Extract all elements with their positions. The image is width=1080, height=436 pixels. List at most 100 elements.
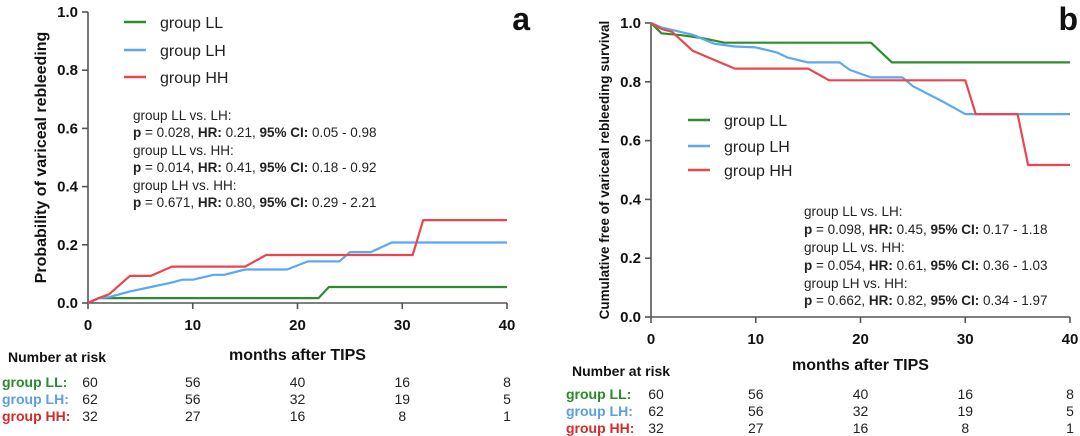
p-label: p — [804, 258, 812, 273]
risk-row-label-LH: group LH: — [566, 403, 633, 419]
hr-value: 0.21, — [222, 125, 260, 140]
x-axis-label: months after TIPS — [792, 357, 929, 374]
x-tick-label: 40 — [499, 317, 516, 334]
ci-label: 95% CI: — [930, 258, 979, 273]
ci-label: 95% CI: — [930, 293, 979, 308]
series-line-LH — [650, 21, 1070, 116]
legend-label-HH: group HH — [724, 163, 792, 180]
p-value: = 0.028, — [141, 125, 198, 140]
x-tick-label: 40 — [1062, 331, 1079, 348]
ci-value: 0.17 - 1.18 — [979, 222, 1047, 237]
risk-value: 27 — [748, 420, 764, 436]
comparison-label: group LL vs. HH: — [804, 240, 905, 255]
risk-value: 62 — [648, 403, 664, 419]
p-label: p — [133, 160, 141, 175]
chart-panel-b: 0.0 0.2 0.4 0.6 0.8 1.0 0 10 20 30 40 Cumulative fr… — [566, 1, 1078, 436]
risk-value: 40 — [853, 386, 869, 402]
risk-value: 56 — [748, 386, 764, 402]
p-value: = 0.054, — [812, 258, 869, 273]
y-tick-label: 0.8 — [57, 62, 78, 79]
risk-value: 62 — [82, 391, 98, 407]
p-value: = 0.014, — [141, 160, 198, 175]
p-label: p — [133, 195, 141, 210]
risk-value: 1 — [1066, 420, 1074, 436]
x-axis-label: months after TIPS — [229, 347, 366, 364]
comparison-stats: p = 0.014, HR: 0.41, 95% CI: 0.18 - 0.92 — [133, 160, 377, 175]
hr-label: HR: — [869, 222, 893, 237]
y-tick-label: 0.4 — [620, 191, 642, 208]
series-line-HH — [650, 22, 1070, 167]
risk-row-label-LL: group LL: — [2, 374, 67, 390]
risk-value: 8 — [1066, 386, 1074, 402]
risk-value: 56 — [748, 403, 764, 419]
comparison-stats: p = 0.054, HR: 0.61, 95% CI: 0.36 - 1.03 — [804, 258, 1048, 273]
comparison-stats: p = 0.662, HR: 0.82, 95% CI: 0.34 - 1.97 — [804, 293, 1048, 308]
series-line-LL — [87, 285, 507, 304]
hr-value: 0.82, — [893, 293, 931, 308]
y-tick-label: 1.0 — [620, 15, 641, 32]
risk-value: 16 — [290, 408, 306, 424]
ci-label: 95% CI: — [930, 222, 979, 237]
p-label: p — [804, 222, 812, 237]
risk-row-label-LH: group LH: — [2, 391, 69, 407]
hr-value: 0.80, — [222, 195, 260, 210]
risk-value: 8 — [398, 408, 406, 424]
x-tick-label: 30 — [394, 317, 411, 334]
risk-value: 56 — [185, 374, 201, 390]
risk-value: 16 — [394, 374, 410, 390]
legend-label-LH: group LH — [724, 139, 790, 156]
risk-value: 16 — [853, 420, 869, 436]
y-tick-label: 0.2 — [57, 237, 78, 254]
y-tick-label: 0.0 — [57, 295, 78, 312]
y-tick-label: 0.2 — [620, 250, 641, 267]
risk-value: 32 — [82, 408, 98, 424]
y-axis-label: Cumulative free of variceal rebleeding s… — [597, 21, 612, 320]
x-tick-label: 20 — [852, 331, 869, 348]
p-value: = 0.671, — [141, 195, 198, 210]
y-tick-label: 0.4 — [57, 179, 79, 196]
ci-value: 0.36 - 1.03 — [979, 258, 1047, 273]
risk-value: 32 — [290, 391, 306, 407]
comparison-stats: p = 0.098, HR: 0.45, 95% CI: 0.17 - 1.18 — [804, 222, 1048, 237]
legend-label-LL: group LL — [160, 15, 223, 32]
y-axis-label: Probability of variceal rebleeding — [33, 32, 50, 284]
ci-label: 95% CI: — [259, 125, 308, 140]
ci-value: 0.18 - 0.92 — [308, 160, 376, 175]
risk-value: 19 — [394, 391, 410, 407]
series-line-LH — [87, 241, 507, 304]
ci-value: 0.05 - 0.98 — [308, 125, 376, 140]
ci-value: 0.29 - 2.21 — [308, 195, 376, 210]
p-label: p — [804, 293, 812, 308]
ci-value: 0.34 - 1.97 — [979, 293, 1047, 308]
hr-value: 0.41, — [222, 160, 260, 175]
y-tick-label: 0.6 — [620, 133, 641, 150]
x-tick-label: 20 — [289, 317, 306, 334]
hr-label: HR: — [869, 293, 893, 308]
risk-value: 40 — [290, 374, 306, 390]
comparison-label: group LL vs. LH: — [133, 108, 232, 123]
risk-row-label-HH: group HH: — [2, 408, 70, 424]
series-line-LL — [650, 22, 1070, 64]
y-tick-label: 0.6 — [57, 120, 78, 137]
p-value: = 0.662, — [812, 293, 869, 308]
hr-value: 0.61, — [893, 258, 931, 273]
risk-table-title: Number at risk — [8, 349, 106, 365]
risk-value: 8 — [961, 420, 969, 436]
risk-value: 1 — [503, 408, 511, 424]
p-value: = 0.098, — [812, 222, 869, 237]
hr-label: HR: — [198, 160, 222, 175]
risk-value: 32 — [853, 403, 869, 419]
y-tick-label: 1.0 — [57, 4, 78, 21]
ci-label: 95% CI: — [259, 160, 308, 175]
risk-value: 5 — [1066, 403, 1074, 419]
x-tick-label: 0 — [84, 317, 92, 334]
risk-value: 8 — [503, 374, 511, 390]
risk-value: 60 — [648, 386, 664, 402]
comparison-label: group LH vs. HH: — [133, 178, 237, 193]
risk-value: 16 — [957, 386, 973, 402]
x-tick-label: 10 — [184, 317, 201, 334]
legend-label-LH: group LH — [160, 43, 226, 60]
ci-label: 95% CI: — [259, 195, 308, 210]
risk-value: 5 — [503, 391, 511, 407]
x-tick-label: 10 — [747, 331, 764, 348]
